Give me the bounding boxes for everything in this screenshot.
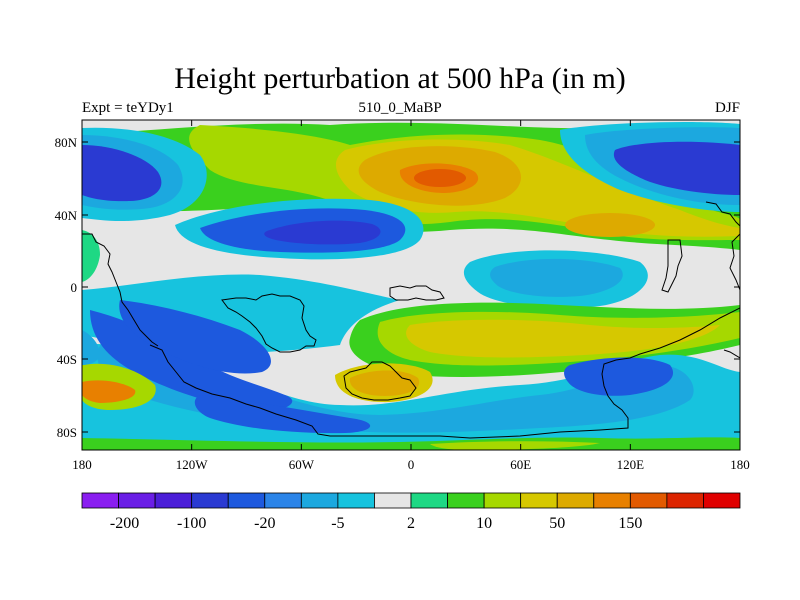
center-string: 510_0_MaBP — [358, 100, 442, 116]
south-edge-green-strip — [82, 437, 740, 450]
lon-tick-label: 120E — [617, 457, 645, 472]
west-edge-green-patch — [82, 230, 100, 282]
lat-tick-label: 0 — [71, 280, 78, 295]
colorbar-box — [703, 492, 741, 509]
lon-tick-label: 120W — [176, 457, 209, 472]
equatorial-low-core — [490, 258, 623, 297]
lon-tick-label: 180 — [730, 457, 750, 472]
south-america-outline — [221, 293, 317, 353]
central-south-low-core — [119, 300, 271, 374]
east-island-outline — [661, 239, 683, 293]
southwest-high-core — [82, 380, 136, 403]
colorbar-box — [556, 492, 595, 509]
colorbar-label: -5 — [331, 515, 344, 532]
colorbar-box — [666, 492, 704, 509]
colorbar-label: -200 — [110, 515, 139, 532]
colorbar-label: 2 — [407, 515, 415, 532]
continent-outlines — [82, 201, 740, 439]
colorbar-box — [447, 492, 485, 509]
colorbar-box — [81, 492, 119, 509]
colorbar-box — [410, 492, 448, 509]
colorbar-box — [118, 492, 156, 509]
contour-field — [82, 120, 740, 450]
west-edge-blue-patch — [82, 330, 100, 365]
colorbar-label: -100 — [177, 515, 206, 532]
plot-title: Height perturbation at 500 hPa (in m) — [174, 62, 626, 95]
colorbar-box — [337, 492, 375, 509]
colorbar-box — [374, 492, 412, 509]
lon-tick-label: 60E — [510, 457, 531, 472]
east-edge-outline — [729, 233, 740, 291]
colorbar-box — [300, 492, 339, 509]
colorbar-box — [227, 492, 266, 509]
south-edge-yellow-strip — [430, 441, 600, 450]
midlat-low-core — [264, 220, 381, 245]
northwest-low-core — [82, 145, 162, 202]
colorbar-box — [629, 492, 668, 509]
equatorial-island-outline — [389, 285, 445, 301]
colorbar-label: 10 — [476, 515, 492, 532]
colorbar-label: -20 — [254, 515, 275, 532]
right-string: DJF — [714, 100, 740, 116]
lat-tick-label: 40N — [55, 208, 78, 223]
colorbar-label: 150 — [618, 515, 642, 532]
northeast-mustard-cell — [565, 213, 655, 237]
colorbar-box — [264, 492, 302, 509]
antarctica-outline — [149, 307, 740, 439]
south-pacific-low-core — [194, 395, 371, 434]
lat-tick-label: 80S — [57, 425, 77, 440]
northeast-low-core — [613, 141, 740, 195]
colorbar-box — [593, 492, 631, 509]
lat-tick-label: 80N — [55, 135, 78, 150]
north-max-cell — [414, 169, 466, 187]
colorbar-box — [520, 492, 558, 509]
west-continent-outline — [82, 233, 159, 347]
northeast-coast-outline — [705, 201, 740, 227]
colorbar-box — [191, 492, 229, 509]
south-atlantic-island-outline — [343, 361, 417, 401]
lat-tick-label: 40S — [57, 352, 77, 367]
left-string: Expt = teYDy1 — [82, 100, 174, 116]
colorbar: -200 -100 -20 -5 2 10 50 150 — [81, 492, 741, 532]
southern-olive-band — [406, 319, 720, 358]
lon-tick-label: 60W — [289, 457, 315, 472]
latitude-axis: 80N 40N 0 40S 80S — [55, 135, 740, 440]
south-atlantic-high-core — [349, 370, 420, 396]
lon-tick-label: 180 — [72, 457, 92, 472]
colorbar-label: 50 — [549, 515, 565, 532]
lon-tick-label: 0 — [408, 457, 415, 472]
longitude-axis: 180 120W 60W 0 60E 120E 180 — [72, 120, 750, 472]
colorbar-box — [154, 492, 193, 509]
colorbar-box — [483, 492, 522, 509]
south-indian-low-core — [564, 357, 674, 396]
southeast-continent-outline — [723, 349, 740, 359]
